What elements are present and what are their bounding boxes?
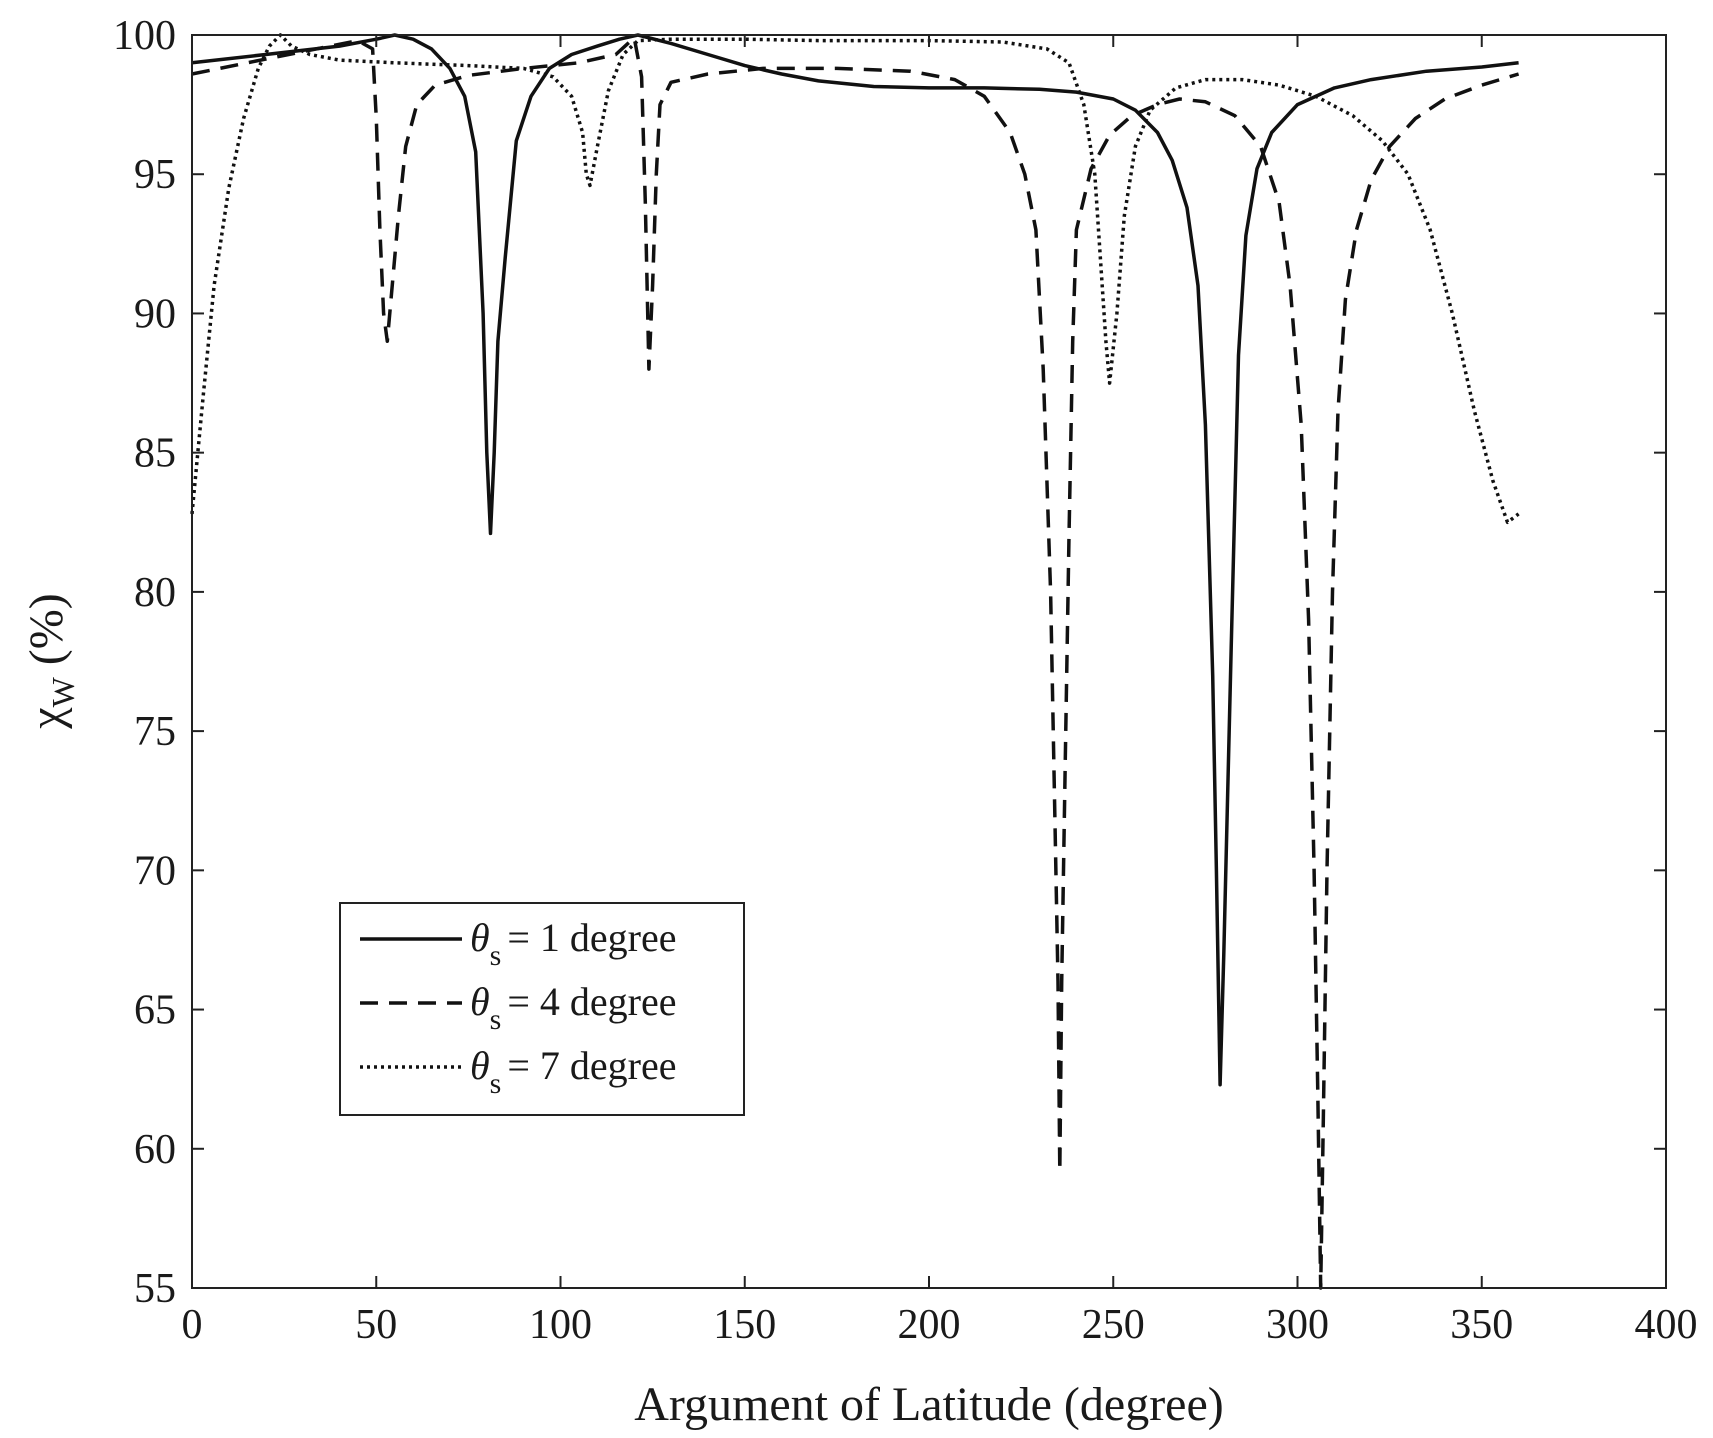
- tick-labels: 0 50 100 150 200 250 300 350 400 55 60 65 70 75 80 85 90…: [113, 13, 1698, 1348]
- legend-series-name: = 1 degree: [507, 915, 676, 960]
- y-axis-subscript: W: [45, 676, 81, 707]
- x-tick-label: 300: [1266, 1302, 1329, 1348]
- y-axis-unit: (%): [20, 593, 73, 665]
- legend-subscript: s: [490, 1067, 502, 1100]
- plot-frame: [191, 34, 1667, 1289]
- x-axis-title: Argument of Latitude (degree): [634, 1378, 1224, 1431]
- legend-symbol: θ: [470, 915, 490, 960]
- y-tick-label: 65: [134, 988, 176, 1034]
- x-tick-label: 0: [182, 1302, 203, 1348]
- legend-subscript: s: [490, 1003, 502, 1036]
- x-tick-label: 400: [1635, 1302, 1698, 1348]
- legend-label: θs = 1 degree: [470, 915, 676, 972]
- x-tick-label: 50: [355, 1302, 397, 1348]
- legend-subscript: s: [490, 939, 502, 972]
- legend-series-name: = 4 degree: [507, 979, 676, 1024]
- y-tick-label: 85: [134, 431, 176, 477]
- x-tick-label: 250: [1082, 1302, 1145, 1348]
- legend-label: θs = 4 degree: [470, 979, 676, 1036]
- legend-symbol: θ: [470, 979, 490, 1024]
- x-tick-label: 200: [898, 1302, 961, 1348]
- y-tick-label: 100: [113, 13, 176, 59]
- y-tick-label: 90: [134, 291, 176, 337]
- x-tick-label: 100: [529, 1302, 592, 1348]
- y-tick-label: 95: [134, 152, 176, 198]
- y-axis-symbol: χ: [20, 707, 73, 730]
- series-line-dashed: [191, 36, 1520, 1290]
- legend-symbol: θ: [470, 1043, 490, 1088]
- y-tick-label: 80: [134, 570, 176, 616]
- x-tick-label: 350: [1450, 1302, 1513, 1348]
- y-tick-label: 60: [134, 1127, 176, 1173]
- x-tick-label: 150: [713, 1302, 776, 1348]
- legend-series-name: = 7 degree: [507, 1043, 676, 1088]
- legend-label: θs = 7 degree: [470, 1043, 676, 1100]
- y-axis-title: χW (%): [20, 593, 81, 729]
- series-line-solid: [191, 33, 1519, 1087]
- y-tick-label: 75: [134, 709, 176, 755]
- y-tick-label: 55: [134, 1266, 176, 1312]
- y-tick-label: 70: [134, 848, 176, 894]
